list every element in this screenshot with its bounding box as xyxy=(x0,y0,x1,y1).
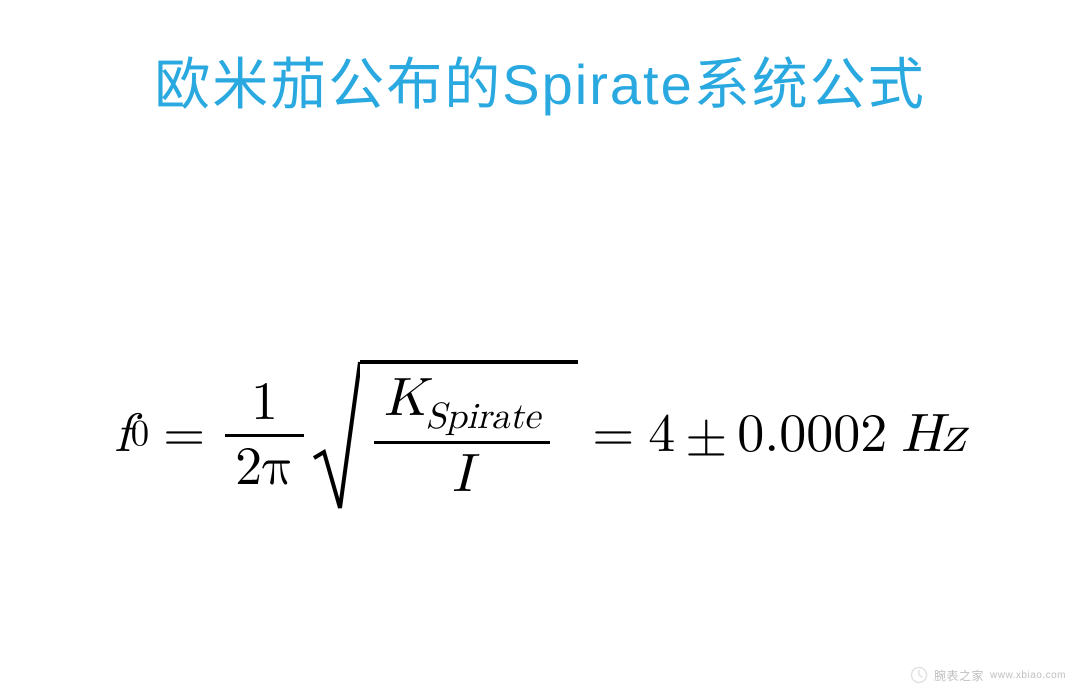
radical-icon xyxy=(312,360,360,510)
coeff-denominator: 2π xyxy=(225,437,304,499)
coeff-numerator: 1 xyxy=(241,372,288,434)
radicand: KSpirate I xyxy=(360,360,578,510)
radicand-numerator: KSpirate xyxy=(374,368,550,441)
formula-block: f0 = 1 2π KSpirate I = 4 ± 0.0002 Hz xyxy=(0,360,1080,510)
plus-minus: ± xyxy=(685,403,727,468)
lhs-subscript: 0 xyxy=(131,413,149,457)
radicand-num-sub: Spirate xyxy=(426,399,540,436)
page-title: 欧米茄公布的Spirate系统公式 xyxy=(0,40,1080,121)
radicand-denominator: I xyxy=(442,444,482,506)
watermark: 腕表之家 www.xbiao.com xyxy=(910,666,1066,684)
clock-icon xyxy=(910,666,928,684)
unit: Hz xyxy=(901,403,965,468)
watermark-brand: 腕表之家 xyxy=(934,667,984,684)
radicand-fraction: KSpirate I xyxy=(374,368,550,506)
equals-1: = xyxy=(163,403,205,468)
square-root: KSpirate I xyxy=(312,360,578,510)
tolerance: 0.0002 xyxy=(737,403,887,468)
value: 4 xyxy=(648,403,675,468)
coefficient-fraction: 1 2π xyxy=(225,372,304,499)
equals-2: = xyxy=(592,403,634,468)
lhs-variable: f xyxy=(114,403,131,468)
watermark-url: www.xbiao.com xyxy=(990,670,1066,681)
